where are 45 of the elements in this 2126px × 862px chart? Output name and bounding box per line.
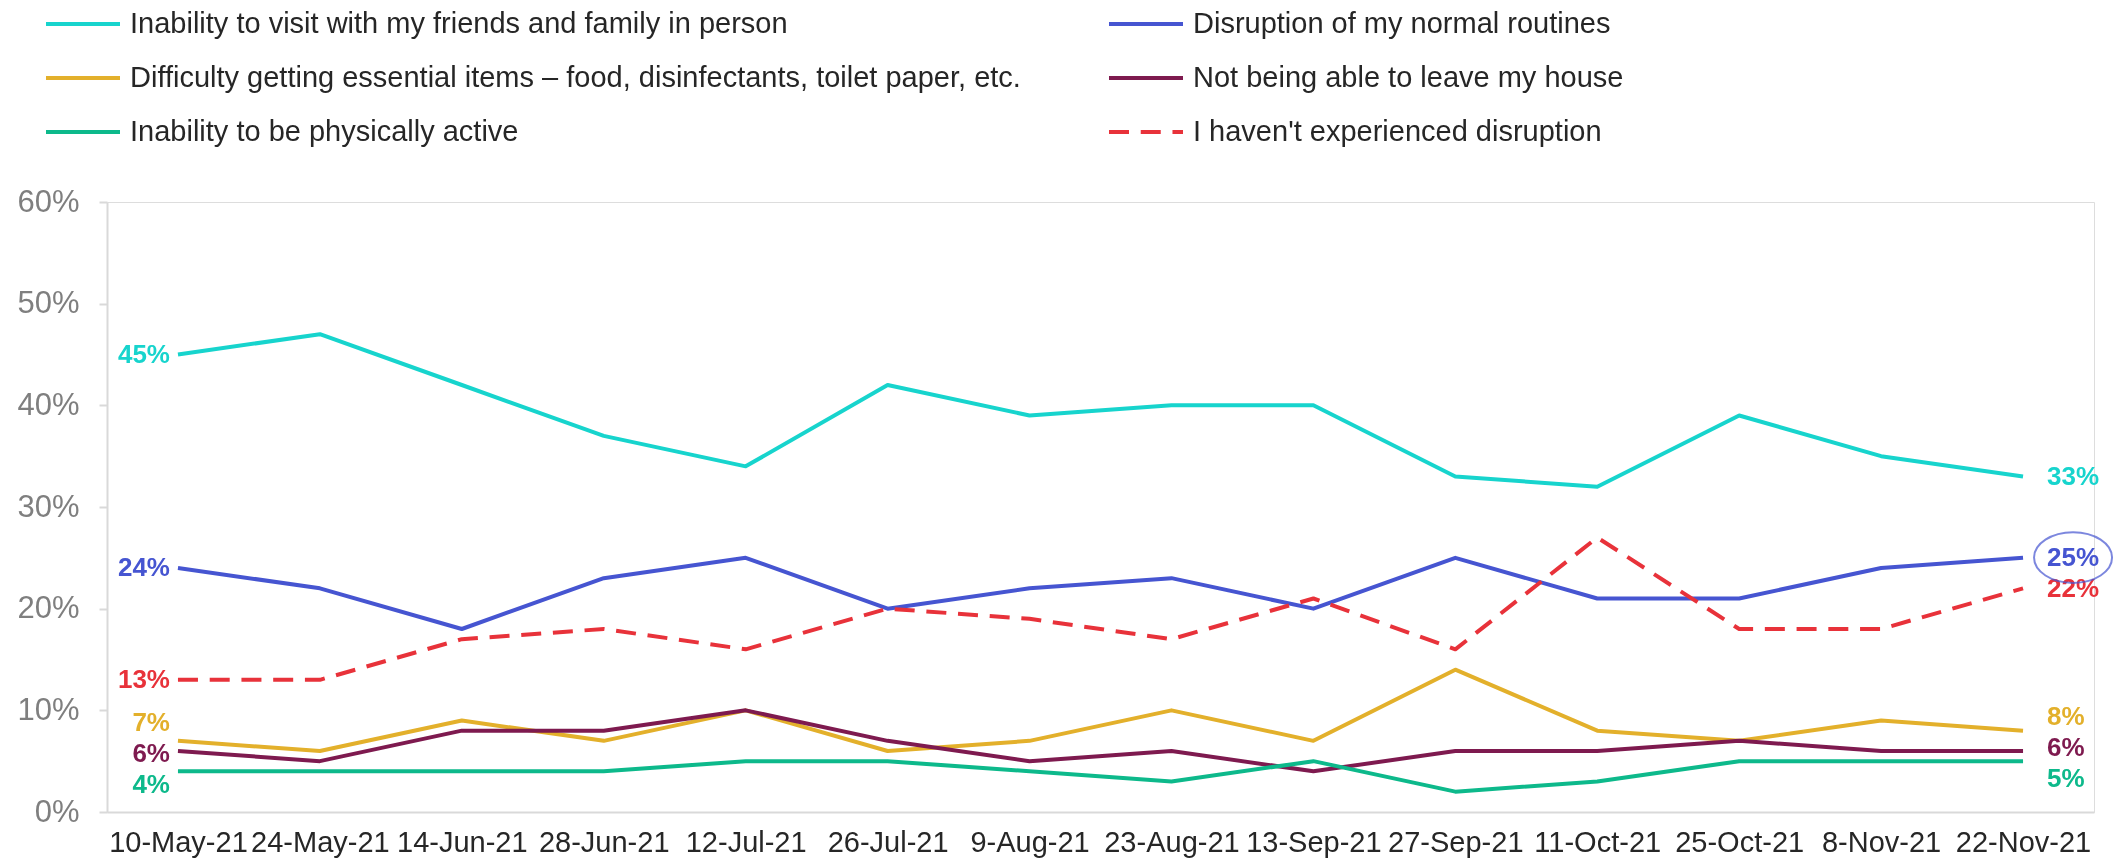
legend-label: I haven't experienced disruption — [1193, 115, 1602, 147]
y-tick-label: 30% — [17, 488, 80, 524]
y-tick-label: 50% — [17, 285, 80, 321]
y-tick-label: 20% — [17, 590, 80, 626]
x-tick-label: 13-Sep-21 — [1246, 825, 1382, 858]
legend-label: Inability to visit with my friends and family in person — [130, 7, 788, 39]
x-tick-label: 27-Sep-21 — [1388, 825, 1524, 858]
x-tick-label: 8-Nov-21 — [1821, 825, 1942, 858]
x-tick-label: 25-Oct-21 — [1675, 825, 1805, 858]
data-label: 24% — [117, 552, 170, 582]
x-tick-label: 23-Aug-21 — [1104, 825, 1240, 858]
y-tick-label: 10% — [17, 691, 80, 727]
data-label: 45% — [117, 338, 170, 369]
data-label: 4% — [132, 769, 170, 800]
x-tick-label: 11-Oct-21 — [1534, 825, 1662, 858]
data-label: 7% — [132, 707, 170, 738]
data-label: 22% — [2047, 572, 2100, 603]
y-tick-label: 40% — [17, 386, 80, 422]
line-series — [175, 332, 2026, 489]
legend-label: Inability to be physically active — [130, 115, 519, 147]
legend-label: Not being able to leave my house — [1193, 61, 1624, 93]
data-label: 8% — [2047, 700, 2085, 731]
x-tick-label: 12-Jul-21 — [685, 825, 807, 858]
x-tick-label: 24-May-21 — [251, 825, 390, 858]
data-label: 13% — [117, 663, 170, 694]
x-tick-label: 10-May-21 — [109, 825, 248, 858]
line-series — [175, 535, 2026, 682]
x-tick-label: 28-Jun-21 — [538, 825, 670, 858]
legend-label: Difficulty getting essential items – food, disinfectants, toilet paper, etc. — [130, 61, 1021, 93]
x-tick-label: 9-Aug-21 — [970, 825, 1090, 858]
data-label: 5% — [2047, 762, 2085, 793]
line-series — [175, 667, 2026, 753]
data-label: 33% — [2047, 460, 2100, 491]
line-series — [175, 555, 2026, 631]
data-label: 6% — [132, 738, 170, 769]
x-tick-label: 26-Jul-21 — [827, 825, 949, 858]
y-tick-label: 60% — [17, 183, 80, 219]
x-tick-label: 22-Nov-21 — [1955, 825, 2092, 858]
y-tick-label: 0% — [34, 793, 80, 829]
annotation: 25% — [2047, 541, 2100, 572]
line-series — [175, 759, 2026, 794]
line-series — [175, 708, 2026, 774]
legend-label: Disruption of my normal routines — [1193, 7, 1611, 39]
x-tick-label: 14-Jun-21 — [397, 825, 528, 858]
data-label: 6% — [2047, 731, 2085, 762]
